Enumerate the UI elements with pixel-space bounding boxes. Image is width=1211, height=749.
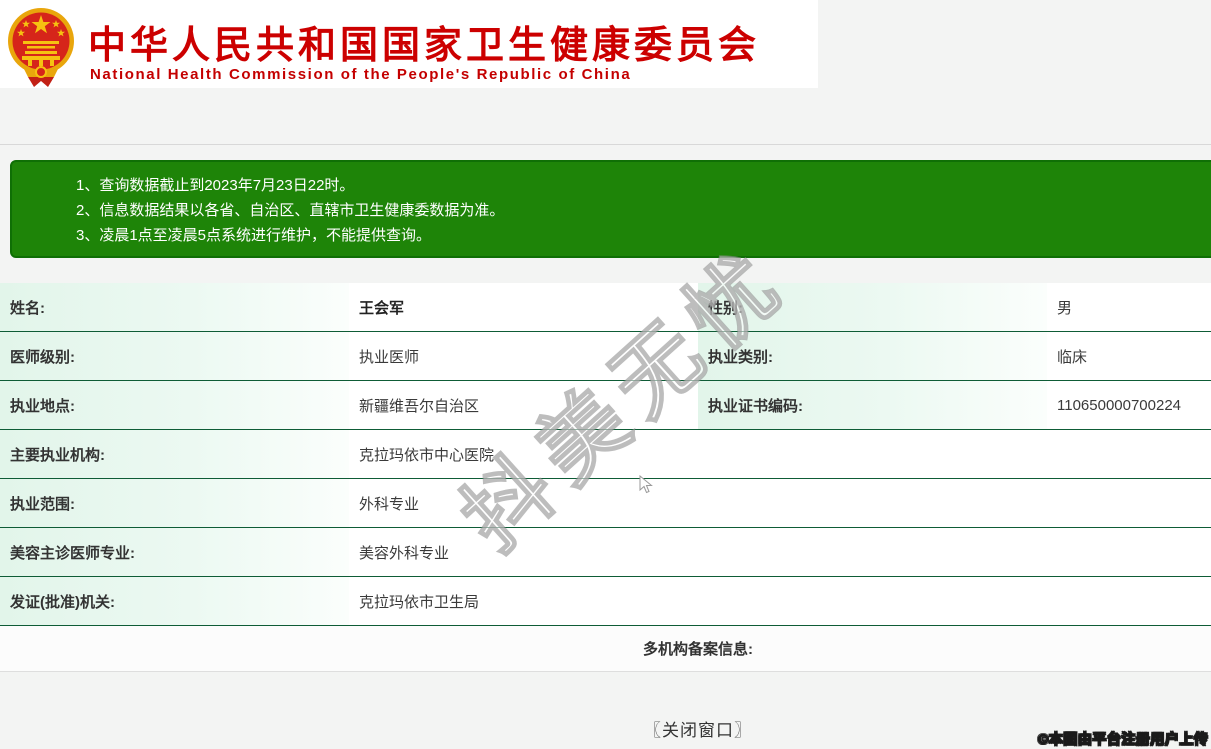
practice-category-value: 临床 — [1047, 331, 1211, 381]
practice-location-label: 执业地点: — [0, 380, 349, 430]
table-row: 执业范围: 外科专业 — [0, 478, 1211, 528]
doctor-level-label: 医师级别: — [0, 331, 349, 381]
uploader-credit-watermark: ©本图由平台注册用户上传 — [1038, 731, 1209, 748]
table-row: 姓名: 王会军 性别: 男 — [0, 283, 1211, 332]
practice-scope-label: 执业范围: — [0, 478, 349, 528]
practice-category-label: 执业类别: — [698, 331, 1047, 381]
gender-label: 性别: — [698, 283, 1047, 332]
national-emblem-icon — [8, 8, 74, 87]
query-notice-box: 1、查询数据截止到2023年7月23日22时。 2、信息数据结果以各省、自治区、… — [10, 160, 1211, 258]
table-row: 发证(批准)机关: 克拉玛依市卫生局 — [0, 576, 1211, 626]
practice-scope-value: 外科专业 — [349, 478, 1211, 528]
practice-location-value: 新疆维吾尔自治区 — [349, 380, 698, 430]
name-label: 姓名: — [0, 283, 349, 332]
site-title-chinese: 中华人民共和国国家卫生健康委员会 — [88, 25, 761, 67]
gender-value: 男 — [1047, 283, 1211, 332]
doctor-level-value: 执业医师 — [349, 331, 698, 381]
primary-institution-label: 主要执业机构: — [0, 429, 349, 479]
notice-line-1: 1、查询数据截止到2023年7月23日22时。 — [76, 177, 355, 194]
table-row: 医师级别: 执业医师 执业类别: 临床 — [0, 331, 1211, 381]
multi-org-heading: 多机构备案信息: — [0, 625, 1211, 672]
issuing-authority-value: 克拉玛依市卫生局 — [349, 576, 1211, 626]
name-value: 王会军 — [349, 283, 698, 332]
table-row: 执业地点: 新疆维吾尔自治区 执业证书编码: 110650000700224 — [0, 380, 1211, 430]
site-title-english: National Health Commission of the People… — [90, 66, 632, 83]
cosmetic-specialty-label: 美容主诊医师专业: — [0, 527, 349, 577]
table-row: 主要执业机构: 克拉玛依市中心医院 — [0, 429, 1211, 479]
license-number-label: 执业证书编码: — [698, 380, 1047, 430]
table-row: 多机构备案信息: — [0, 625, 1211, 672]
cosmetic-specialty-value: 美容外科专业 — [349, 527, 1211, 577]
doctor-record-table: 姓名: 王会军 性别: 男 医师级别: 执业医师 执业类别: 临床 执业地点: … — [0, 283, 1211, 672]
notice-line-2: 2、信息数据结果以各省、自治区、直辖市卫生健康委数据为准。 — [76, 202, 505, 219]
site-header-banner: 中华人民共和国国家卫生健康委员会 National Health Commiss… — [0, 0, 818, 88]
license-number-value: 110650000700224 — [1047, 380, 1211, 430]
close-window-link[interactable]: 〖关闭窗口〗 — [644, 721, 752, 740]
notice-line-3: 3、凌晨1点至凌晨5点系统进行维护，不能提供查询。 — [76, 227, 432, 244]
primary-institution-value: 克拉玛依市中心医院 — [349, 429, 1211, 479]
table-row: 美容主诊医师专业: 美容外科专业 — [0, 527, 1211, 577]
header-divider — [0, 144, 1211, 145]
issuing-authority-label: 发证(批准)机关: — [0, 576, 349, 626]
